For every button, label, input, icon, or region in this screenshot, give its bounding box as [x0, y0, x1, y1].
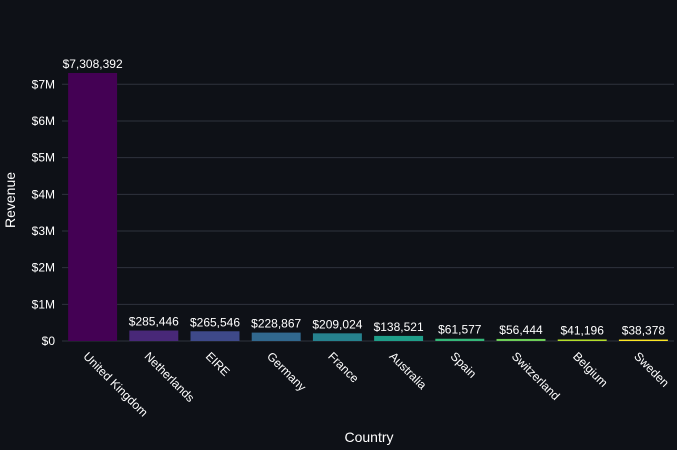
data-label: $265,546 [190, 315, 240, 329]
data-label: $38,378 [622, 324, 666, 338]
x-tick-label: Netherlands [142, 349, 198, 405]
x-tick-label: Australia [386, 349, 429, 392]
data-label: $285,446 [129, 315, 179, 329]
bar [251, 332, 301, 341]
bar [618, 339, 668, 341]
x-tick-label: Germany [264, 349, 309, 394]
y-tick-label: $7M [32, 77, 55, 91]
data-label: $41,196 [561, 323, 605, 337]
bar [68, 73, 118, 341]
y-axis-title: Revenue [2, 172, 18, 228]
gridlines [62, 83, 674, 342]
x-axis-title: Country [344, 429, 393, 445]
data-label: $7,308,392 [63, 57, 123, 71]
y-tick-label: $3M [32, 224, 55, 238]
bar [312, 333, 362, 341]
y-tick-label: $6M [32, 114, 55, 128]
bar [557, 339, 607, 341]
data-labels: $7,308,392 $285,446 $265,546 $228,867 $209,0… [63, 57, 666, 338]
y-tick-label: $5M [32, 151, 55, 165]
y-tick-label: $4M [32, 187, 55, 201]
bar [435, 338, 485, 341]
y-tick-label: $1M [32, 297, 55, 311]
y-axis-ticks: $0 $1M $2M $3M $4M $5M $6M $7M [32, 77, 56, 348]
data-label: $61,577 [438, 323, 482, 337]
bar [129, 330, 179, 341]
y-tick-label: $2M [32, 261, 55, 275]
bar [374, 335, 424, 341]
data-label: $138,521 [374, 320, 424, 334]
x-tick-label: Spain [448, 349, 480, 381]
x-tick-label: EIRE [203, 349, 233, 379]
x-tick-label: United Kingdom [80, 349, 150, 419]
x-tick-label: France [325, 349, 362, 386]
data-label: $228,867 [251, 317, 301, 331]
x-tick-label: Belgium [570, 349, 611, 390]
bars [68, 73, 668, 341]
y-tick-label: $0 [42, 334, 56, 348]
bar [496, 338, 546, 341]
x-tick-label: Switzerland [509, 349, 563, 403]
x-tick-label: Sweden [631, 349, 672, 390]
data-label: $56,444 [499, 323, 543, 337]
data-label: $209,024 [312, 317, 362, 331]
bar [190, 331, 240, 341]
